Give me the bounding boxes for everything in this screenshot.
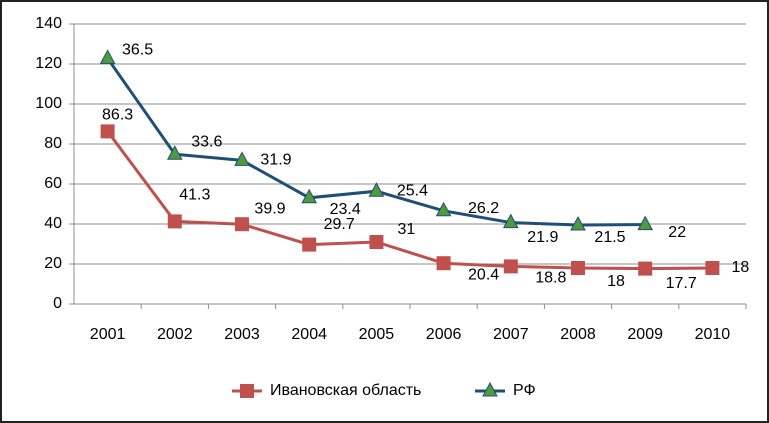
marker — [570, 215, 586, 231]
data-label: 31 — [398, 221, 416, 238]
marker — [705, 261, 720, 275]
data-label: 41.3 — [179, 187, 210, 204]
marker — [235, 217, 249, 232]
x-tick-label: 2008 — [560, 326, 596, 343]
marker — [99, 49, 116, 64]
data-label: 20.4 — [468, 266, 499, 283]
y-tick-label: 0 — [53, 295, 62, 312]
marker — [571, 261, 585, 275]
data-label: 22 — [668, 224, 686, 241]
data-label: 17.7 — [666, 275, 697, 292]
x-tick-label: 2007 — [493, 326, 529, 343]
x-tick-label: 2005 — [359, 326, 395, 343]
legend-marker — [240, 384, 254, 398]
data-label: 29.7 — [324, 216, 355, 233]
marker — [100, 124, 115, 139]
x-tick-label: 2010 — [695, 326, 731, 343]
x-tick-label: 2001 — [90, 326, 126, 343]
legend-label: Ивановская область — [270, 382, 421, 399]
marker — [503, 259, 518, 274]
x-tick-label: 2003 — [224, 326, 260, 343]
data-label: 21.9 — [527, 229, 558, 246]
x-tick-label: 2009 — [627, 326, 663, 343]
y-tick-label: 60 — [44, 175, 62, 192]
legend-label: РФ — [513, 382, 536, 399]
data-label: 18 — [607, 273, 625, 290]
legend-marker — [482, 381, 498, 397]
y-tick-label: 40 — [44, 215, 62, 232]
x-tick-label: 2002 — [157, 326, 193, 343]
marker — [167, 214, 182, 229]
data-label: 18 — [732, 259, 750, 276]
marker — [302, 237, 317, 252]
marker — [436, 256, 451, 271]
y-tick-label: 140 — [35, 15, 62, 32]
series-line — [106, 130, 713, 271]
x-tick-label: 2004 — [291, 326, 327, 343]
y-tick-label: 80 — [44, 135, 62, 152]
y-tick-label: 100 — [35, 95, 62, 112]
y-tick-label: 120 — [35, 55, 62, 72]
data-label: 39.9 — [254, 200, 285, 217]
data-label: 26.2 — [468, 200, 499, 217]
marker — [301, 188, 318, 204]
data-label: 21.5 — [594, 229, 625, 246]
marker — [638, 261, 653, 276]
data-label: 86.3 — [102, 107, 133, 124]
data-label: 31.9 — [260, 152, 291, 169]
marker — [368, 182, 385, 197]
marker — [435, 201, 452, 217]
data-label: 36.5 — [122, 42, 153, 59]
data-label: 33.6 — [191, 133, 222, 150]
x-tick-label: 2006 — [426, 326, 462, 343]
data-label: 23.4 — [330, 201, 361, 218]
marker — [637, 215, 654, 231]
marker — [502, 213, 519, 229]
y-tick-label: 20 — [44, 255, 62, 272]
data-label: 25.4 — [397, 182, 428, 199]
data-label: 18.8 — [535, 270, 566, 287]
marker — [166, 145, 183, 160]
marker — [234, 151, 250, 166]
marker — [369, 235, 384, 249]
